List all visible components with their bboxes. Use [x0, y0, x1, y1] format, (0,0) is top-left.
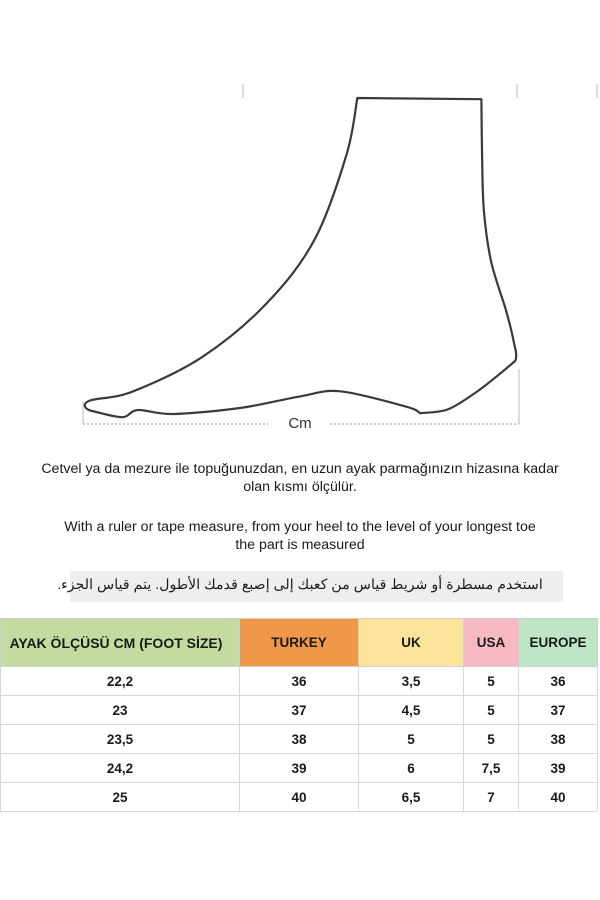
svg-text:Cm: Cm — [288, 415, 311, 430]
